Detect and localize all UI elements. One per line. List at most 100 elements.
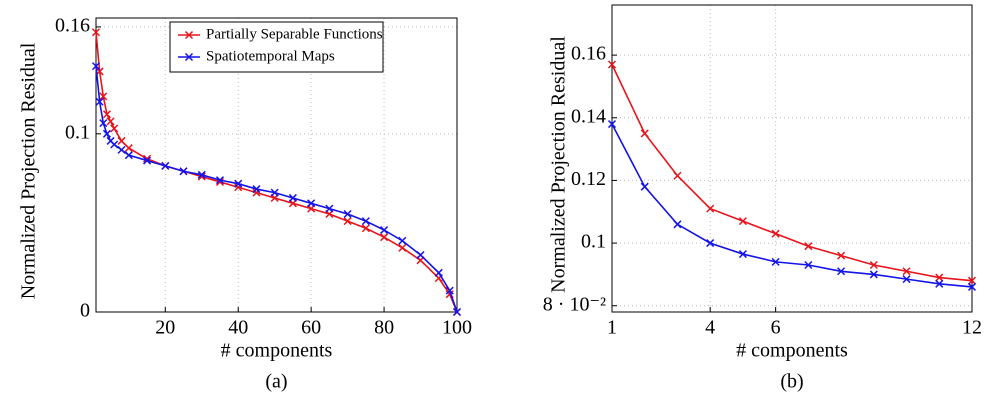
legend-box (169, 21, 384, 73)
data-point (837, 267, 846, 276)
data-point (252, 185, 261, 194)
marker (452, 307, 462, 317)
y-tick-label: 0.16 (55, 15, 90, 37)
data-point (837, 251, 846, 260)
data-point (706, 204, 715, 213)
marker (143, 156, 152, 165)
marker (343, 217, 352, 226)
data-point (804, 260, 813, 270)
data-point (124, 151, 133, 160)
marker (325, 204, 334, 213)
marker (161, 161, 170, 170)
series-line (611, 123, 973, 288)
marker (935, 273, 944, 282)
legend-label: Spatiotemporal Maps (206, 48, 335, 64)
marker (184, 52, 194, 62)
data-point (288, 193, 297, 202)
data-point (398, 236, 407, 245)
marker (91, 62, 101, 71)
x-axis-label: # components (736, 340, 848, 362)
marker (967, 276, 977, 285)
data-point (738, 250, 747, 259)
data-point (869, 270, 878, 279)
data-point (673, 220, 682, 229)
marker (106, 117, 115, 126)
marker (869, 270, 878, 279)
y-tick-label: 0.1 (65, 121, 90, 143)
marker (398, 243, 407, 252)
marker (117, 145, 126, 154)
marker (234, 179, 243, 188)
marker (445, 286, 454, 295)
marker (902, 267, 911, 276)
marker (804, 242, 813, 251)
data-point (804, 242, 813, 251)
data-point (935, 279, 944, 288)
y-tick-label: 0 (80, 300, 90, 322)
data-point (110, 124, 119, 133)
data-point (380, 226, 389, 235)
subplot: 1 4 6 12 8 · 10⁻² 0.1 0.12 0.14 0.16 # components… (543, 4, 982, 393)
data-point (706, 239, 715, 248)
x-tick-label: 6 (771, 317, 781, 339)
data-point (361, 217, 370, 226)
marker (607, 120, 617, 129)
marker (607, 60, 617, 69)
x-tick-label: 1 (607, 317, 617, 339)
data-point (935, 273, 944, 282)
marker (124, 144, 133, 153)
marker (804, 260, 813, 270)
data-point (124, 144, 133, 153)
marker (95, 97, 104, 106)
legend-label: Partially Separable Functions (206, 26, 383, 42)
caption: (a) (265, 371, 287, 393)
data-point (91, 28, 101, 37)
data-point (902, 267, 911, 276)
marker (640, 129, 649, 138)
marker (434, 268, 443, 277)
data-point (398, 243, 407, 252)
marker (307, 199, 316, 208)
marker (110, 124, 119, 133)
plot-frame (611, 4, 973, 313)
x-tick-label: 4 (705, 317, 715, 339)
data-point (110, 140, 119, 149)
caption: (b) (780, 371, 803, 393)
marker (706, 204, 715, 213)
data-point (117, 145, 126, 154)
data-point (325, 204, 334, 213)
y-tick-label: 0.1 (581, 231, 606, 253)
x-tick-label: 40 (228, 317, 248, 339)
series-line (95, 66, 458, 313)
marker (673, 220, 682, 229)
data-point (343, 209, 352, 219)
plot-frame (95, 17, 458, 313)
marker (252, 185, 261, 194)
marker (673, 171, 682, 180)
data-point (197, 170, 206, 179)
marker (837, 267, 846, 276)
marker (935, 279, 944, 288)
x-axis-label: # components (221, 340, 333, 362)
data-point (434, 268, 443, 277)
data-point (416, 250, 425, 260)
marker (179, 167, 188, 176)
data-point (640, 182, 649, 191)
data-point (607, 60, 617, 69)
series-line (611, 64, 973, 282)
data-point (270, 188, 279, 197)
marker (270, 188, 279, 197)
data-point (91, 62, 101, 71)
data-point (967, 282, 977, 291)
marker (837, 251, 846, 260)
marker (117, 136, 126, 145)
marker (197, 170, 206, 179)
data-point (771, 257, 780, 266)
marker (215, 176, 225, 185)
data-point (445, 286, 454, 295)
data-point (99, 92, 108, 101)
data-point (673, 171, 682, 180)
series-line (95, 32, 458, 313)
marker (380, 226, 389, 235)
data-point (117, 136, 126, 145)
